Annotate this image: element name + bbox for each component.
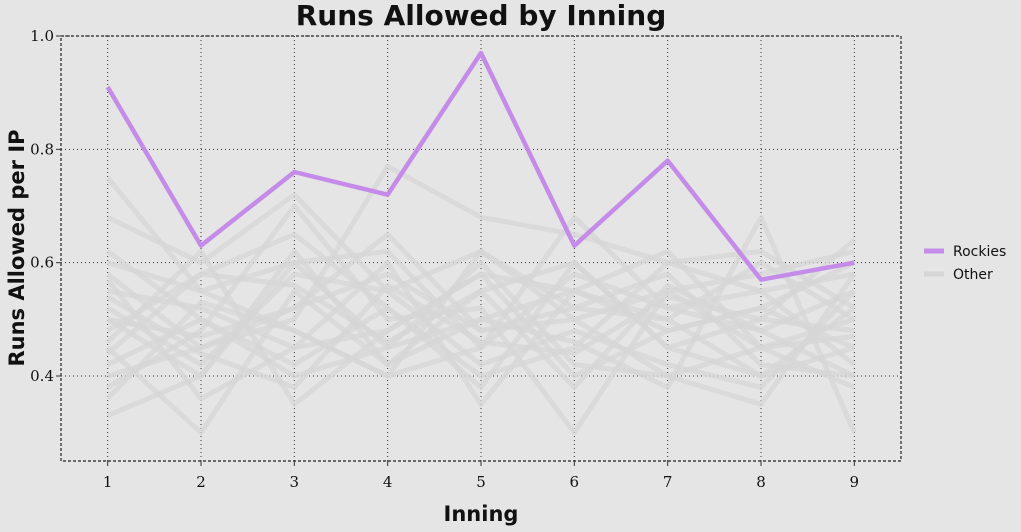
series-line-other bbox=[105, 248, 856, 401]
x-tick-label: 6 bbox=[570, 473, 580, 491]
x-tick-label: 1 bbox=[103, 473, 113, 491]
x-tick-label: 5 bbox=[476, 473, 486, 491]
y-axis-label: Runs Allowed per IP bbox=[5, 129, 29, 366]
x-tick-label: 2 bbox=[196, 473, 206, 491]
x-tick-label: 3 bbox=[290, 473, 300, 491]
series-line-other bbox=[107, 231, 857, 407]
x-tick-label: 8 bbox=[756, 473, 766, 491]
x-tick-label: 4 bbox=[383, 473, 393, 491]
legend-label-other: Other bbox=[953, 267, 993, 283]
y-tick-label: 1.0 bbox=[30, 27, 54, 45]
series-line-other bbox=[106, 249, 856, 390]
x-tick-label: 9 bbox=[850, 473, 860, 491]
series-layer bbox=[105, 50, 857, 436]
legend: Rockies Other bbox=[924, 244, 1006, 283]
y-tick-label: 0.8 bbox=[30, 140, 54, 158]
series-line-rockies bbox=[105, 50, 855, 282]
legend-label-rockies: Rockies bbox=[953, 244, 1006, 260]
series-line-other bbox=[106, 231, 856, 379]
series-line-other bbox=[106, 271, 856, 390]
x-tick-label: 7 bbox=[663, 473, 673, 491]
x-axis-label: Inning bbox=[444, 502, 519, 526]
y-tick-label: 0.4 bbox=[30, 367, 54, 385]
y-tick-label: 0.6 bbox=[30, 254, 54, 272]
axis-layer: 1 2 3 4 5 6 7 8 9 0.4 0.6 0.8 1.0 bbox=[30, 27, 859, 491]
chart-title: Runs Allowed by Inning bbox=[296, 0, 667, 32]
series-line-other bbox=[106, 238, 856, 390]
